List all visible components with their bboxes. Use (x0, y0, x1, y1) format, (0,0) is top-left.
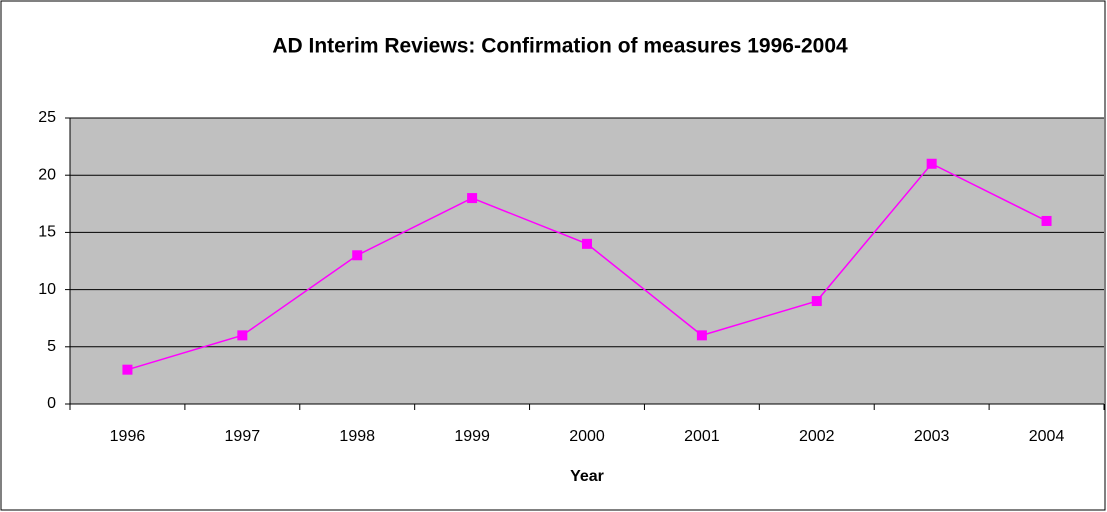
x-tick-label: 1998 (339, 428, 375, 445)
x-tick-label: 2002 (799, 428, 835, 445)
marker (1041, 215, 1052, 226)
x-axis-label: Year (570, 468, 604, 485)
chart-title: AD Interim Reviews: Confirmation of meas… (272, 35, 848, 58)
plot-area (70, 118, 1104, 404)
marker (926, 158, 937, 169)
marker (696, 330, 707, 341)
y-tick-label: 5 (47, 338, 56, 355)
x-tick-label: 2003 (914, 428, 950, 445)
y-tick-label: 0 (47, 395, 56, 412)
marker (582, 238, 592, 249)
y-tick-label: 15 (38, 224, 56, 241)
x-tick-label: 2004 (1029, 428, 1065, 445)
x-tick-label: 1996 (110, 428, 146, 445)
marker (467, 193, 478, 204)
y-tick-label: 25 (38, 109, 56, 126)
marker (122, 364, 133, 375)
x-tick-label: 2000 (569, 428, 605, 445)
x-tick-label: 1999 (454, 428, 490, 445)
y-tick-label: 10 (38, 281, 56, 298)
marker (352, 250, 363, 261)
x-tick-label: 2001 (684, 428, 720, 445)
marker (237, 330, 248, 341)
y-tick-label: 20 (38, 166, 56, 183)
x-tick-label: 1997 (225, 428, 261, 445)
marker (811, 296, 822, 307)
